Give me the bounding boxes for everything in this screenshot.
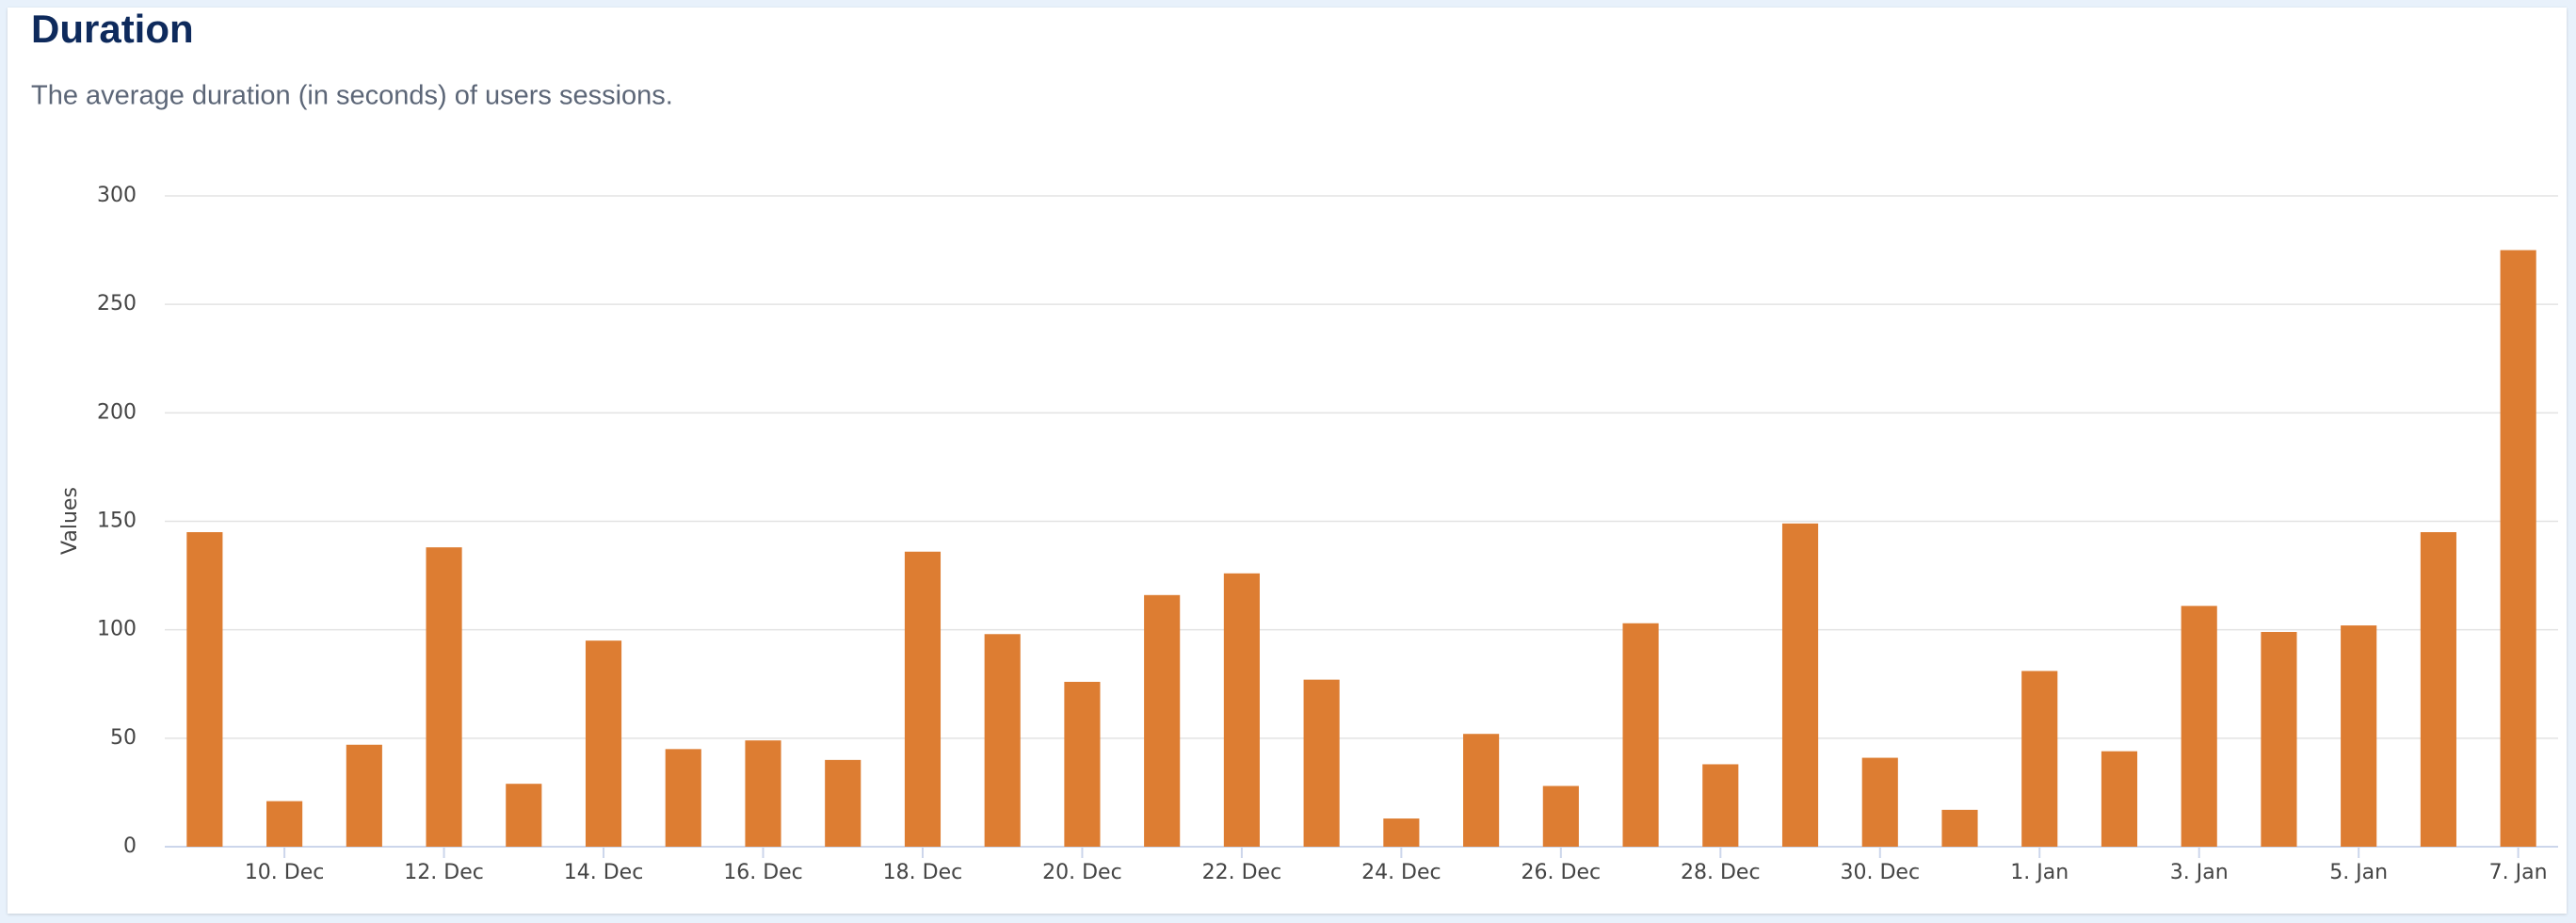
y-tick-label: 200	[97, 400, 137, 424]
y-tick-label: 300	[97, 184, 137, 207]
bar	[904, 551, 942, 847]
x-tick-label: 10. Dec	[245, 861, 325, 884]
bar	[1383, 818, 1420, 847]
bar	[2021, 671, 2058, 847]
bar	[1941, 809, 1978, 847]
bar	[1861, 757, 1898, 847]
y-tick-label: 250	[97, 292, 137, 316]
x-tick-label: 28. Dec	[1681, 861, 1761, 884]
bar	[745, 740, 781, 847]
bar	[984, 634, 1021, 847]
y-tick-label: 50	[110, 726, 137, 750]
x-tick-label: 22. Dec	[1202, 861, 1282, 884]
bar	[585, 640, 622, 847]
bar	[506, 784, 542, 847]
bar	[1622, 623, 1659, 847]
bar	[1781, 523, 1819, 847]
x-tick-label: 20. Dec	[1042, 861, 1122, 884]
bar	[1064, 681, 1101, 847]
bar	[1542, 785, 1579, 847]
y-tick-label: 100	[97, 618, 137, 641]
x-tick-label: 14. Dec	[564, 861, 644, 884]
bar	[2101, 751, 2138, 847]
bar	[2341, 625, 2377, 847]
x-tick-label: 1. Jan	[2010, 861, 2069, 884]
bar	[346, 744, 382, 847]
bar	[2500, 250, 2536, 847]
bar	[2420, 532, 2456, 847]
bar	[2181, 606, 2217, 847]
bar	[426, 547, 462, 847]
bar	[665, 749, 701, 847]
y-tick-label: 150	[97, 510, 137, 533]
bar	[1463, 734, 1500, 847]
bar	[186, 532, 223, 847]
x-tick-label: 5. Jan	[2329, 861, 2388, 884]
x-tick-label: 7. Jan	[2489, 861, 2548, 884]
x-tick-label: 16. Dec	[723, 861, 803, 884]
y-tick-label: 0	[123, 834, 137, 858]
chart-subtitle: The average duration (in seconds) of use…	[31, 81, 673, 111]
bar	[1223, 573, 1260, 847]
x-tick-label: 26. Dec	[1521, 861, 1602, 884]
x-tick-label: 12. Dec	[404, 861, 484, 884]
bar	[1144, 594, 1181, 847]
bar	[1702, 764, 1739, 847]
bar	[266, 801, 303, 847]
x-tick-label: 18. Dec	[883, 861, 963, 884]
x-tick-label: 30. Dec	[1840, 861, 1920, 884]
x-tick-label: 3. Jan	[2170, 861, 2229, 884]
y-axis-title: Values	[58, 487, 82, 555]
bar	[825, 759, 861, 847]
x-tick-label: 24. Dec	[1361, 861, 1441, 884]
bar	[2261, 631, 2297, 847]
bar	[1303, 679, 1340, 847]
chart-title: Duration	[31, 7, 194, 51]
